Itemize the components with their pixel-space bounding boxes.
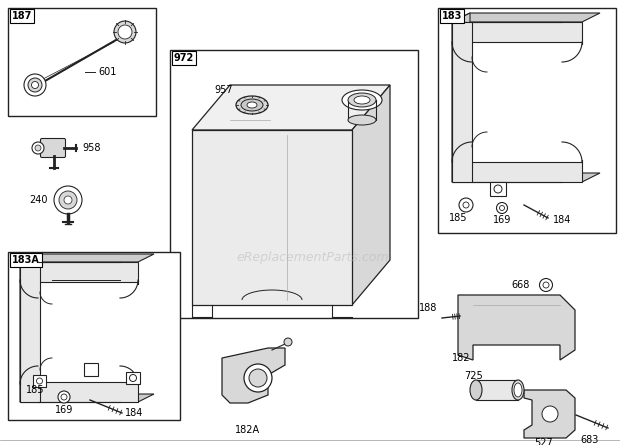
Circle shape: [463, 202, 469, 208]
Polygon shape: [452, 22, 582, 42]
Polygon shape: [452, 13, 600, 22]
Polygon shape: [192, 85, 390, 130]
Text: 957: 957: [214, 85, 232, 95]
Text: 182A: 182A: [236, 425, 260, 435]
Circle shape: [130, 375, 136, 381]
Circle shape: [61, 394, 67, 400]
Polygon shape: [20, 262, 138, 282]
Polygon shape: [222, 348, 285, 403]
Text: 185: 185: [449, 213, 467, 223]
Text: 169: 169: [55, 405, 73, 415]
Bar: [84, 363, 98, 376]
Bar: [438, 8, 616, 233]
Text: 185: 185: [26, 385, 45, 395]
Ellipse shape: [241, 99, 263, 111]
Polygon shape: [452, 13, 470, 182]
Circle shape: [249, 369, 267, 387]
Polygon shape: [20, 254, 36, 402]
Text: 184: 184: [125, 408, 143, 418]
Circle shape: [244, 364, 272, 392]
Circle shape: [59, 191, 77, 209]
Circle shape: [114, 21, 136, 43]
Ellipse shape: [24, 74, 46, 96]
Bar: [33, 375, 46, 387]
Bar: [170, 50, 418, 318]
Circle shape: [118, 25, 132, 39]
Polygon shape: [20, 382, 138, 402]
Text: 601: 601: [98, 67, 117, 77]
Text: 169: 169: [493, 215, 511, 225]
Polygon shape: [458, 295, 575, 360]
Text: 958: 958: [82, 143, 100, 153]
Ellipse shape: [512, 380, 524, 400]
Text: 183: 183: [442, 11, 463, 21]
Text: 683: 683: [580, 435, 598, 445]
Circle shape: [58, 391, 70, 403]
Polygon shape: [20, 394, 154, 402]
Text: 668: 668: [512, 280, 530, 290]
Polygon shape: [452, 22, 472, 182]
Circle shape: [284, 338, 292, 346]
Text: eReplacementParts.com: eReplacementParts.com: [237, 251, 389, 264]
Circle shape: [32, 142, 44, 154]
Text: 188: 188: [418, 303, 437, 313]
Bar: [126, 372, 140, 384]
Circle shape: [494, 185, 502, 193]
Bar: [490, 182, 506, 196]
Circle shape: [543, 282, 549, 288]
Bar: [8, 8, 156, 116]
Text: 182: 182: [452, 353, 471, 363]
Polygon shape: [20, 262, 40, 402]
Polygon shape: [524, 390, 575, 438]
Text: 527: 527: [534, 438, 553, 445]
Polygon shape: [452, 173, 600, 182]
Circle shape: [64, 196, 72, 204]
Ellipse shape: [514, 383, 522, 397]
Text: 183A: 183A: [12, 255, 40, 265]
Circle shape: [542, 406, 558, 422]
Circle shape: [539, 279, 552, 291]
Circle shape: [459, 198, 473, 212]
Ellipse shape: [348, 93, 376, 107]
Text: 240: 240: [30, 195, 48, 205]
Circle shape: [54, 186, 82, 214]
Text: 187: 187: [12, 11, 32, 21]
Circle shape: [497, 202, 508, 214]
Bar: [192, 130, 352, 305]
Text: 184: 184: [553, 215, 572, 225]
Ellipse shape: [470, 380, 482, 400]
Ellipse shape: [236, 96, 268, 114]
Polygon shape: [352, 85, 390, 305]
Circle shape: [35, 145, 41, 151]
Ellipse shape: [342, 90, 382, 110]
Polygon shape: [452, 162, 582, 182]
Ellipse shape: [354, 96, 370, 104]
Text: 972: 972: [174, 53, 194, 63]
Ellipse shape: [348, 115, 376, 125]
Polygon shape: [20, 254, 154, 262]
FancyBboxPatch shape: [40, 138, 66, 158]
Text: 725: 725: [464, 371, 483, 381]
Circle shape: [500, 206, 505, 210]
Ellipse shape: [32, 81, 38, 89]
Circle shape: [37, 378, 43, 384]
Ellipse shape: [247, 102, 257, 108]
Ellipse shape: [28, 78, 42, 92]
Bar: [8, 252, 180, 420]
Polygon shape: [476, 380, 518, 400]
